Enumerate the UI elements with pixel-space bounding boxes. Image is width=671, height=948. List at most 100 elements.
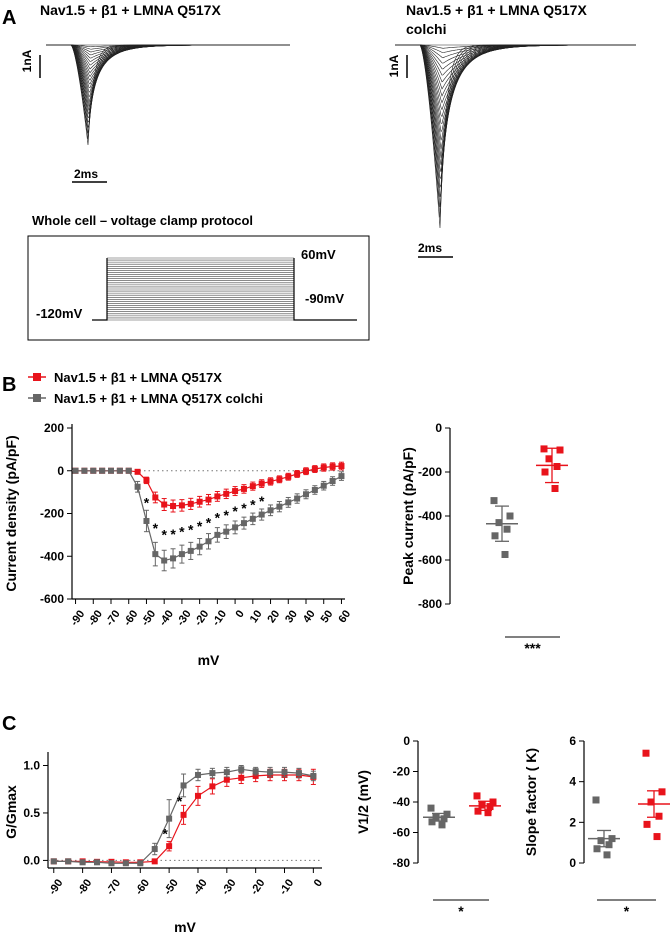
data-point [484, 809, 492, 817]
data-point [180, 811, 187, 818]
significance-stars: * [624, 903, 630, 919]
data-point [303, 468, 309, 475]
data-point [170, 503, 177, 510]
x-tick-label: -50 [162, 877, 181, 897]
protocol-title: Whole cell – voltage clamp protocol [32, 213, 253, 228]
data-point [178, 502, 185, 509]
y-tick-label: 0 [435, 421, 442, 435]
x-tick-label: -80 [86, 608, 105, 628]
data-point [223, 528, 230, 535]
data-point [490, 497, 498, 505]
data-point [223, 769, 230, 776]
protocol-min-label: -90mV [305, 291, 344, 306]
x-tick-label: -70 [104, 877, 123, 897]
x-tick-label: -90 [68, 608, 87, 628]
data-point [116, 467, 123, 474]
data-point [194, 792, 201, 799]
data-point [320, 482, 327, 489]
data-point [151, 846, 158, 853]
data-point [642, 749, 650, 757]
x-tick-label: 30 [283, 608, 300, 625]
data-point [125, 467, 132, 474]
data-point [285, 499, 292, 506]
data-point [134, 468, 141, 475]
significance-star: * [153, 520, 159, 536]
data-point [432, 813, 440, 821]
data-point [540, 445, 548, 453]
data-point [310, 772, 317, 779]
right-trace [395, 44, 636, 229]
data-point [438, 821, 446, 829]
current-traces-right [395, 44, 636, 229]
y-tick-label: 0 [569, 856, 576, 870]
data-point [329, 463, 336, 470]
data-point [428, 818, 436, 826]
panel-label-c: C [2, 713, 16, 735]
data-point [603, 851, 611, 859]
data-point [152, 494, 159, 501]
x-tick-label: -20 [192, 608, 211, 628]
data-point [252, 772, 259, 779]
x-tick-label: -40 [157, 608, 176, 628]
significance-star: * [206, 514, 212, 530]
x-tick-label: -10 [210, 608, 229, 628]
left-trace [46, 44, 290, 146]
x-tick-label: 0 [312, 877, 325, 889]
peak-current-chart: 0 -200 -400 -600 -800 *** Peak current (pA/pF) [400, 421, 568, 656]
data-point [94, 859, 101, 866]
data-point [491, 532, 499, 540]
significance-star: * [177, 793, 183, 809]
data-point [187, 500, 194, 507]
data-point [440, 815, 448, 823]
data-point [65, 858, 72, 865]
data-point [151, 858, 158, 865]
significance-star: * [162, 825, 168, 841]
x-tick-label: -60 [122, 608, 141, 628]
x-tick-label: 40 [301, 608, 318, 625]
data-point [196, 543, 203, 550]
y-tick-label: -60 [393, 826, 411, 840]
data-point [178, 551, 185, 558]
data-point [647, 798, 655, 806]
data-point [553, 463, 561, 470]
data-point [545, 455, 553, 463]
x-tick-label: -30 [220, 877, 239, 897]
legend-label-grey: Nav1.5 + β1 + LMNA Q517X colchi [54, 391, 263, 406]
protocol-box [27, 235, 370, 341]
x-axis-title: mV [198, 652, 220, 668]
x-tick-label: -20 [248, 877, 267, 897]
x-tick-label: -70 [104, 608, 123, 628]
y-tick-label: 4 [569, 775, 576, 789]
data-point [143, 477, 150, 484]
protocol-post-pulse [293, 258, 357, 321]
protocol-max-label: 60mV [301, 247, 336, 262]
traces-left-title: Nav1.5 + β1 + LMNA Q517X [40, 2, 221, 18]
legend: Nav1.5 + β1 + LMNA Q517X Nav1.5 + β1 + L… [28, 370, 263, 406]
x-tick-label: -40 [191, 877, 210, 897]
protocol-pre-pulse [92, 258, 108, 321]
data-point [143, 517, 150, 524]
data-point [240, 520, 247, 527]
data-point [267, 507, 274, 514]
data-point [294, 495, 301, 502]
protocol-holding-label: -120mV [36, 306, 83, 321]
traces-right-title-colchi: colchi [406, 21, 446, 37]
x-tick-label: 60 [336, 608, 353, 625]
data-point [166, 815, 173, 822]
y-tick-label: 0.0 [23, 853, 40, 867]
y-tick-label: -80 [393, 856, 411, 870]
data-point [443, 810, 451, 818]
data-point [161, 557, 168, 564]
x-tick-label: 20 [265, 608, 282, 625]
data-point [267, 769, 274, 776]
data-point [605, 841, 613, 849]
significance-star: * [179, 524, 185, 540]
x-tick-label: -80 [75, 877, 94, 897]
data-point [551, 485, 559, 492]
data-point [134, 483, 141, 490]
data-point [90, 467, 97, 474]
data-point [592, 796, 600, 804]
data-point [81, 467, 88, 474]
data-point [232, 524, 239, 531]
